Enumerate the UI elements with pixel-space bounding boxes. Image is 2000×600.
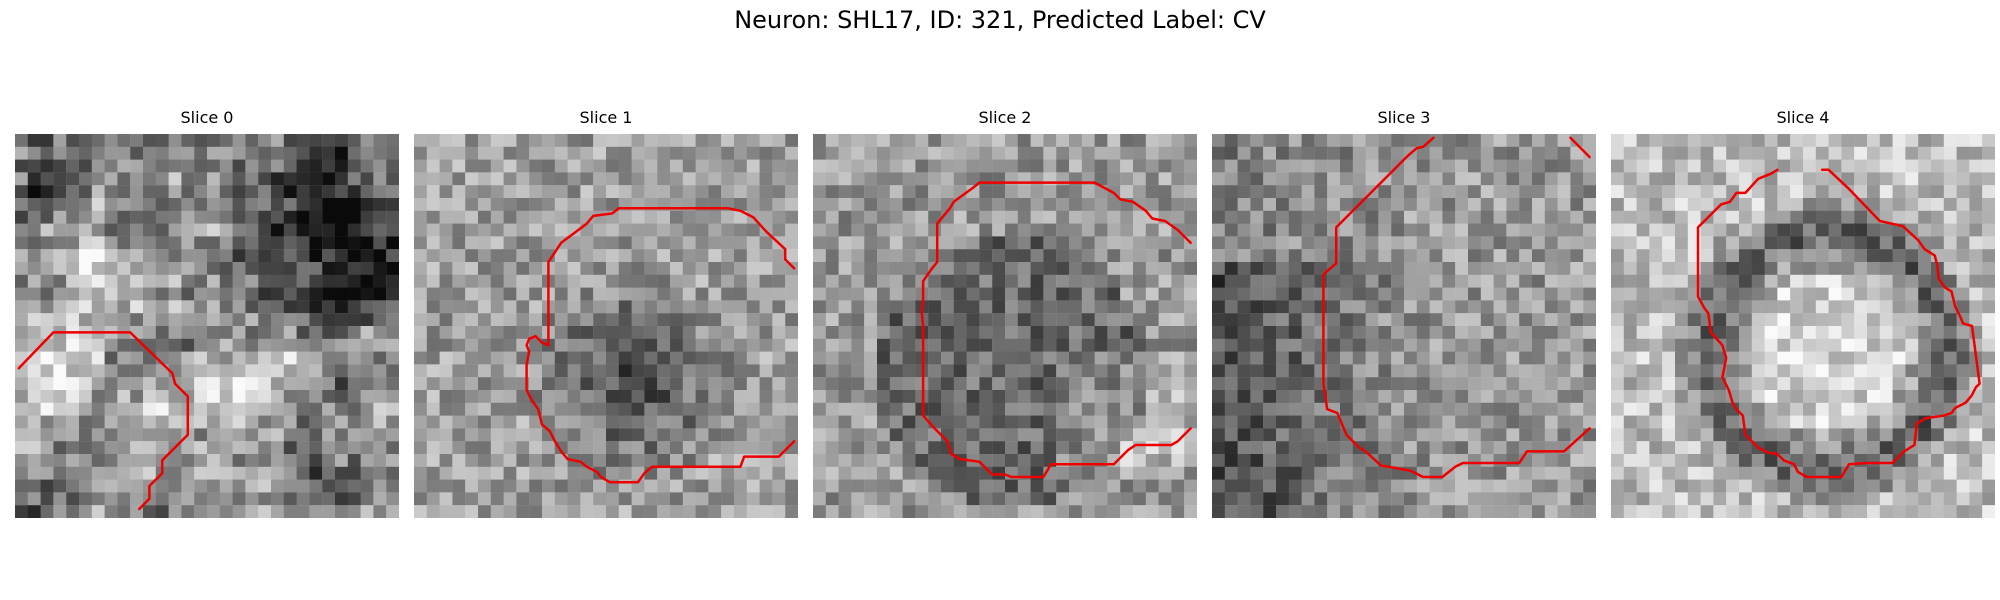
contour-line: [17, 331, 190, 511]
slice-title: Slice 2: [978, 108, 1032, 127]
slice-title: Slice 3: [1377, 108, 1431, 127]
slice-image: [813, 134, 1197, 518]
segmentation-contour: [17, 331, 190, 511]
slice-panel: Slice 2: [813, 108, 1197, 518]
slice-panel: Slice 3: [1212, 108, 1596, 518]
slice-image: [1212, 134, 1596, 518]
segmentation-contour: [920, 181, 1192, 479]
slice-panel: Slice 1: [414, 108, 798, 518]
figure-title: Neuron: SHL17, ID: 321, Predicted Label:…: [734, 6, 1266, 34]
contour-line: [1696, 168, 1981, 479]
segmentation-contour: [1322, 136, 1591, 479]
contour-line: [525, 206, 796, 484]
slice-panel: Slice 0: [15, 108, 399, 518]
slice-image: [1611, 134, 1995, 518]
slice-image: [414, 134, 798, 518]
contour-line: [1322, 136, 1591, 479]
segmentation-contour: [525, 206, 796, 484]
contour-line: [1569, 136, 1591, 159]
slice-panel: Slice 4: [1611, 108, 1995, 518]
slice-title: Slice 1: [579, 108, 633, 127]
slice-title: Slice 4: [1776, 108, 1830, 127]
slice-image: [15, 134, 399, 518]
slice-title: Slice 0: [180, 108, 234, 127]
contour-line: [920, 181, 1192, 479]
segmentation-contour: [1696, 168, 1981, 479]
